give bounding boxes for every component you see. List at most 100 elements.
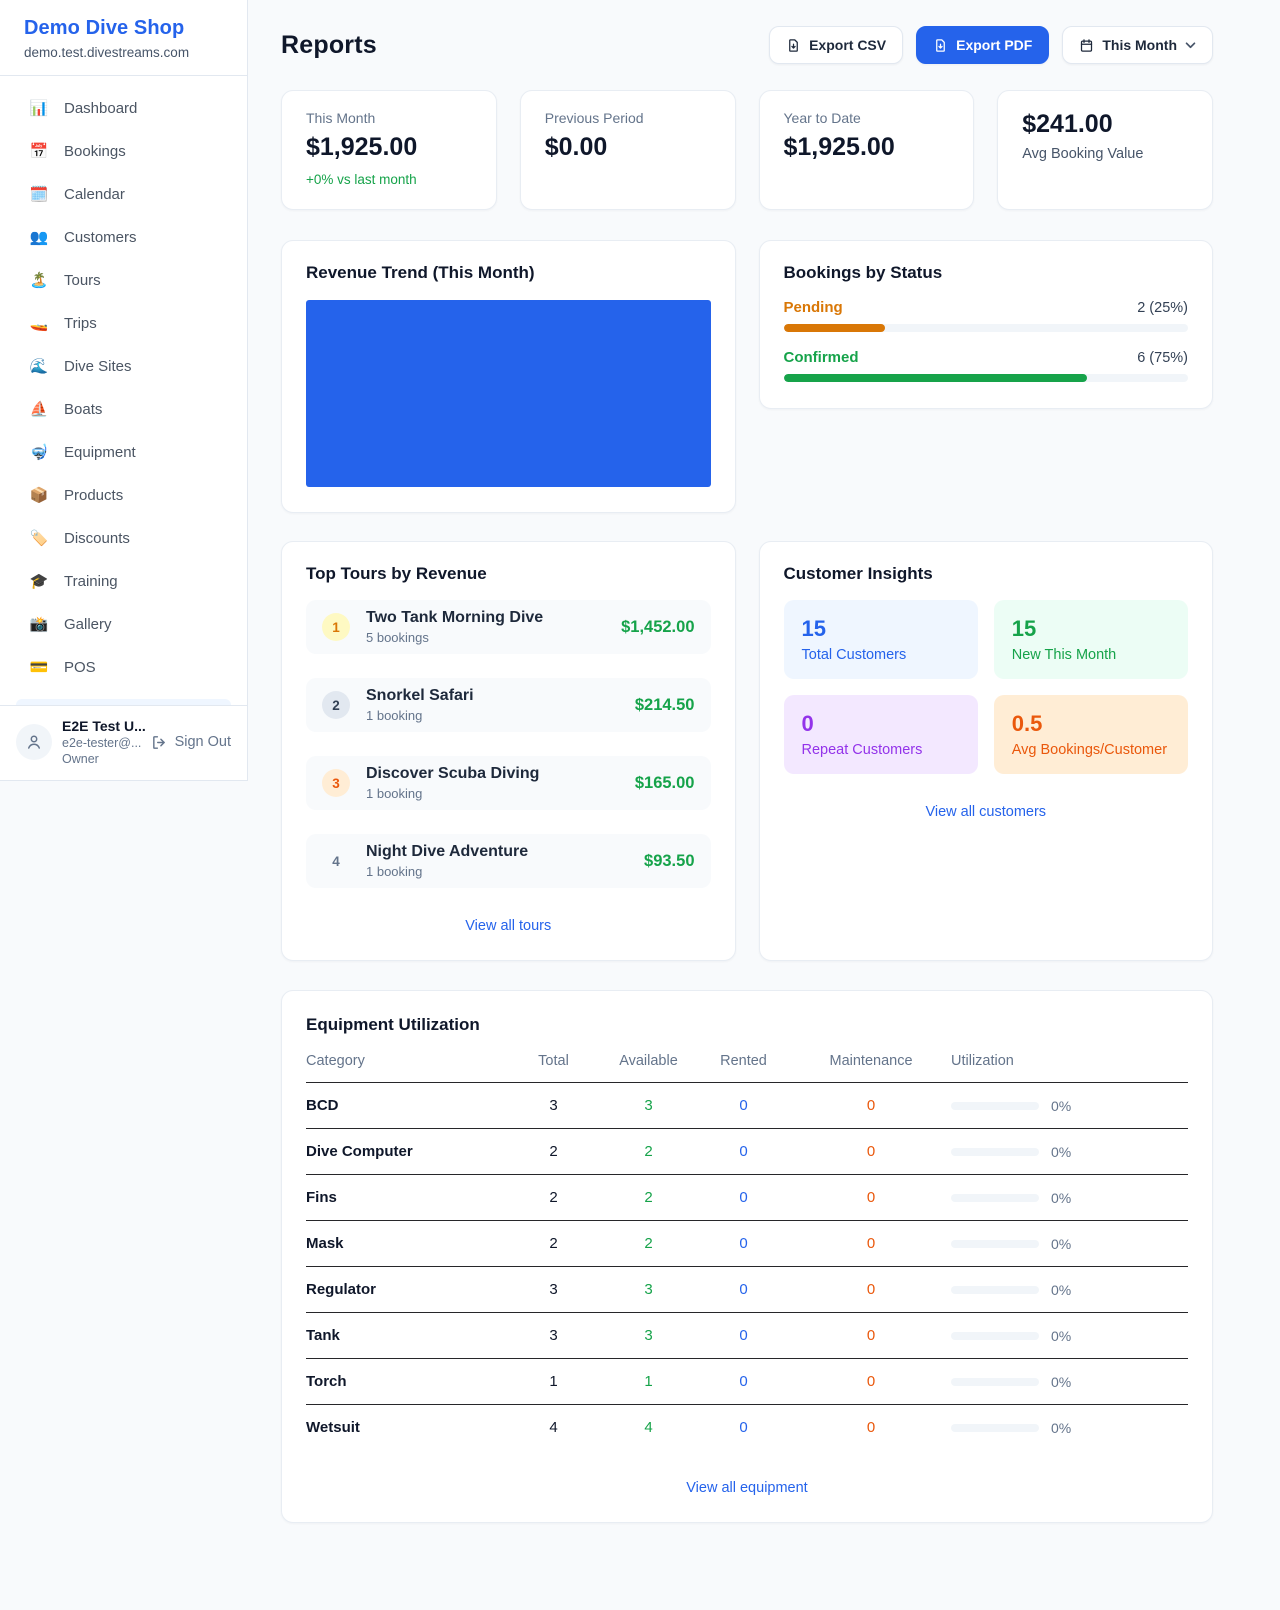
view-all-tours-link[interactable]: View all tours: [465, 918, 552, 934]
equipment-category: Fins: [306, 1189, 337, 1206]
equipment-row: Mask 2 2 0 0 0%: [306, 1221, 1188, 1267]
revenue-trend-title: Revenue Trend (This Month): [306, 263, 535, 282]
revenue-trend-card: Revenue Trend (This Month): [281, 240, 736, 513]
sidebar-nav: 📊 Dashboard 📅 Bookings 🗓️ Calendar 👥 Cus…: [0, 76, 247, 687]
insight-tile: 0.5 Avg Bookings/Customer: [993, 695, 1188, 774]
sidebar-item-training[interactable]: 🎓 Training: [16, 563, 231, 601]
insight-value: 0: [801, 711, 814, 736]
equipment-row: Regulator 3 3 0 0 0%: [306, 1267, 1188, 1313]
status-list: Pending 2 (25%) Confirmed 6 (75%): [783, 299, 1188, 382]
speedboat-icon: 🚤: [29, 315, 49, 332]
people-icon: 👥: [29, 229, 49, 246]
camera-icon: 📸: [29, 616, 49, 633]
user-section: E2E Test U... e2e-tester@... Owner Sign …: [0, 705, 247, 780]
sidebar-item-dive-sites[interactable]: 🌊 Dive Sites: [16, 348, 231, 386]
sign-out-label: Sign Out: [174, 734, 231, 750]
insight-tile: 15 New This Month: [993, 600, 1188, 679]
tour-bookings: 5 bookings: [366, 630, 429, 645]
utilization-bar-track: [951, 1423, 1039, 1432]
col-rented: Rented: [720, 1053, 767, 1069]
view-all-equipment-link[interactable]: View all equipment: [686, 1480, 808, 1496]
utilization-percent: 0%: [1051, 1143, 1072, 1160]
utilization-percent: 0%: [1051, 1189, 1072, 1206]
export-csv-icon: [789, 38, 798, 52]
insight-label: Avg Bookings/Customer: [1011, 742, 1168, 758]
sidebar-item-customers[interactable]: 👥 Customers: [16, 219, 231, 257]
tour-row: 4 Night Dive Adventure 1 booking $93.50: [306, 834, 711, 888]
spiral-calendar-icon: 🗓️: [29, 186, 49, 203]
equipment-maintenance: 0: [866, 1097, 876, 1114]
equipment-row: BCD 3 3 0 0 0%: [306, 1083, 1188, 1129]
tour-name: Discover Scuba Diving: [366, 765, 540, 782]
sidebar-item-dashboard[interactable]: 📊 Dashboard: [16, 90, 231, 128]
equipment-available: 2: [644, 1189, 653, 1206]
equipment-total: 2: [549, 1189, 558, 1206]
sidebar-item-discounts[interactable]: 🏷️ Discounts: [16, 520, 231, 558]
utilization-bar-track: [951, 1101, 1039, 1110]
insight-label: New This Month: [1011, 647, 1117, 663]
utilization-percent: 0%: [1051, 1419, 1072, 1436]
page-title: Reports: [281, 30, 377, 59]
status-value: 6 (75%): [1137, 350, 1188, 366]
sidebar-item-products[interactable]: 📦 Products: [16, 477, 231, 515]
credit-card-icon: 💳: [29, 659, 49, 676]
equipment-utilization-cell: 0%: [951, 1374, 1188, 1390]
sidebar-item-label: Products: [64, 487, 124, 504]
equipment-rented: 0: [739, 1235, 748, 1252]
equipment-category: BCD: [306, 1097, 339, 1114]
equipment-rented: 0: [739, 1281, 748, 1298]
stat-label: Previous Period: [544, 110, 644, 126]
tour-name: Snorkel Safari: [366, 687, 474, 704]
sign-out-button[interactable]: Sign Out: [151, 734, 231, 751]
sign-out-icon: [152, 735, 165, 749]
top-tours-title: Top Tours by Revenue: [306, 564, 487, 583]
equipment-table-header: Category Total Available Rented Maintena…: [306, 1053, 1188, 1083]
utilization-percent: 0%: [1051, 1281, 1072, 1298]
equipment-category: Tank: [306, 1327, 340, 1344]
equipment-total: 4: [549, 1419, 558, 1436]
insight-label: Total Customers: [801, 647, 907, 663]
sidebar-header: Demo Dive Shop demo.test.divestreams.com: [0, 0, 247, 76]
tour-revenue: $214.50: [634, 695, 695, 714]
export-pdf-button[interactable]: Export PDF: [916, 26, 1050, 64]
export-csv-button[interactable]: Export CSV: [769, 26, 904, 64]
sidebar-item-equipment[interactable]: 🤿 Equipment: [16, 434, 231, 472]
equipment-rented: 0: [739, 1189, 748, 1206]
tour-name: Two Tank Morning Dive: [366, 609, 544, 626]
view-all-customers-link[interactable]: View all customers: [925, 804, 1047, 820]
sidebar-item-calendar[interactable]: 🗓️ Calendar: [16, 176, 231, 214]
sidebar-item-pos[interactable]: 💳 POS: [16, 649, 231, 687]
stat-cards: This Month $1,925.00 +0% vs last month P…: [281, 90, 1213, 210]
status-progress-fill: [783, 374, 1087, 382]
equipment-row: Dive Computer 2 2 0 0 0%: [306, 1129, 1188, 1175]
tour-revenue: $1,452.00: [621, 617, 695, 636]
sidebar-item-label: Calendar: [64, 186, 125, 203]
sidebar-item-reports-partial[interactable]: [16, 699, 231, 705]
utilization-percent: 0%: [1051, 1373, 1072, 1390]
sidebar-item-boats[interactable]: ⛵ Boats: [16, 391, 231, 429]
status-label: Pending: [783, 299, 843, 316]
equipment-utilization-cell: 0%: [951, 1236, 1188, 1252]
sidebar-item-tours[interactable]: 🏝️ Tours: [16, 262, 231, 300]
sidebar-item-gallery[interactable]: 📸 Gallery: [16, 606, 231, 644]
charts-row: Revenue Trend (This Month) Bookings by S…: [281, 240, 1213, 513]
top-tours-card: Top Tours by Revenue 1 Two Tank Morning …: [281, 541, 736, 961]
equipment-maintenance: 0: [866, 1143, 876, 1160]
sidebar-item-bookings[interactable]: 📅 Bookings: [16, 133, 231, 171]
period-dropdown[interactable]: This Month: [1062, 26, 1213, 64]
sidebar-item-trips[interactable]: 🚤 Trips: [16, 305, 231, 343]
equipment-available: 4: [644, 1419, 653, 1436]
equipment-category: Wetsuit: [306, 1419, 360, 1436]
sidebar-item-label: Tours: [64, 272, 101, 289]
stat-value: $0.00: [544, 133, 608, 161]
equipment-category: Torch: [306, 1373, 347, 1390]
equipment-row: Wetsuit 4 4 0 0 0%: [306, 1405, 1188, 1450]
bookings-by-status-card: Bookings by Status Pending 2 (25%): [758, 240, 1213, 409]
equipment-maintenance: 0: [866, 1373, 876, 1390]
col-maintenance: Maintenance: [829, 1053, 913, 1069]
shop-name[interactable]: Demo Dive Shop: [24, 17, 185, 39]
page-header: Reports Export CSV Export PDF: [281, 26, 1213, 64]
status-row: Pending 2 (25%): [783, 299, 1188, 332]
equipment-utilization-cell: 0%: [951, 1420, 1188, 1436]
customer-insights-title: Customer Insights: [783, 564, 933, 583]
